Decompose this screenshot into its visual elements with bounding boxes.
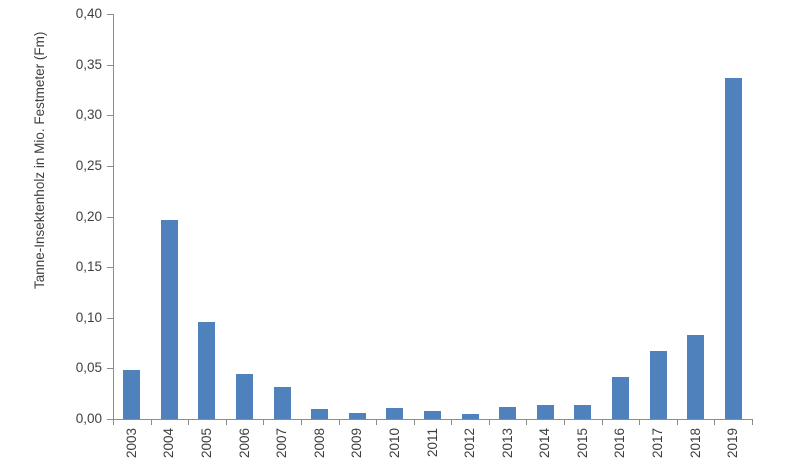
bar-2018 bbox=[687, 334, 705, 419]
y-tick-mark bbox=[107, 165, 114, 167]
x-tick-mark bbox=[752, 420, 753, 425]
y-tick-mark bbox=[107, 115, 114, 117]
x-tick-label: 2017 bbox=[650, 428, 666, 459]
bar-2013 bbox=[499, 406, 517, 419]
x-tick-mark bbox=[601, 420, 603, 425]
x-tick-label: 2010 bbox=[386, 428, 402, 459]
bar-2005 bbox=[198, 321, 216, 419]
y-tick-mark bbox=[107, 267, 114, 269]
x-tick-label: 2018 bbox=[687, 428, 703, 459]
x-tick-label: 2008 bbox=[311, 428, 327, 459]
x-tick-label: 2015 bbox=[574, 428, 590, 459]
x-tick-mark bbox=[263, 420, 265, 425]
x-tick-label: 2013 bbox=[499, 428, 515, 459]
y-tick-label: 0,05 bbox=[75, 360, 102, 376]
y-tick-label: 0,40 bbox=[75, 6, 102, 21]
x-tick-label: 2011 bbox=[424, 428, 440, 458]
x-tick-label: 2012 bbox=[462, 428, 478, 459]
y-axis-title: Tanne-Insektenholz in Mio. Festmeter (Fm… bbox=[32, 31, 47, 289]
y-tick-label: 0,00 bbox=[75, 411, 102, 426]
x-tick-mark bbox=[526, 420, 528, 425]
x-tick-label: 2007 bbox=[274, 428, 290, 459]
x-tick-label: 2004 bbox=[161, 428, 177, 459]
x-tick-mark bbox=[451, 420, 453, 425]
x-tick-label: 2019 bbox=[725, 428, 741, 459]
bar-2012 bbox=[461, 413, 479, 419]
y-tick-label: 0,15 bbox=[75, 259, 102, 275]
y-tick-label: 0,30 bbox=[75, 107, 102, 123]
x-tick-label: 2016 bbox=[612, 428, 628, 459]
x-tick-label: 2014 bbox=[537, 428, 553, 459]
x-tick-mark bbox=[300, 420, 302, 425]
bar-2019 bbox=[724, 77, 742, 419]
x-tick-label: 2005 bbox=[198, 428, 214, 459]
x-tick-mark bbox=[113, 420, 114, 425]
bar-2008 bbox=[311, 408, 329, 419]
x-tick-mark bbox=[413, 420, 415, 425]
bar-2004 bbox=[160, 219, 178, 419]
bar-2010 bbox=[386, 407, 404, 419]
y-tick-label: 0,35 bbox=[75, 56, 102, 72]
bar-2011 bbox=[424, 410, 441, 419]
x-tick-mark bbox=[639, 420, 641, 425]
y-tick-mark bbox=[107, 14, 114, 15]
y-tick-mark bbox=[107, 317, 114, 319]
x-tick-mark bbox=[225, 420, 227, 425]
x-tick-mark bbox=[488, 420, 490, 425]
bar-2014 bbox=[536, 404, 554, 419]
bar-2006 bbox=[236, 374, 254, 419]
x-tick-mark bbox=[188, 420, 190, 425]
y-tick-mark bbox=[107, 216, 114, 218]
bar-2007 bbox=[273, 386, 291, 419]
x-tick-mark bbox=[376, 420, 378, 425]
y-tick-mark bbox=[107, 368, 114, 370]
y-tick-label: 0,25 bbox=[75, 157, 102, 173]
x-tick-label: 2006 bbox=[236, 428, 252, 459]
x-tick-mark bbox=[676, 420, 678, 425]
x-tick-mark bbox=[338, 420, 340, 425]
x-tick-mark bbox=[564, 420, 566, 425]
x-tick-label: 2009 bbox=[349, 428, 365, 459]
bar-2016 bbox=[611, 377, 629, 419]
y-tick-label: 0,20 bbox=[75, 208, 102, 224]
bar-2009 bbox=[348, 412, 366, 419]
bar-2003 bbox=[123, 370, 141, 419]
x-tick-mark bbox=[150, 420, 152, 425]
x-tick-mark bbox=[714, 420, 716, 425]
y-tick-mark bbox=[107, 419, 114, 420]
y-tick-label: 0,10 bbox=[75, 309, 102, 325]
y-tick-mark bbox=[107, 64, 114, 66]
bar-2017 bbox=[649, 351, 667, 419]
x-axis-line bbox=[107, 419, 753, 420]
bar-2015 bbox=[574, 404, 592, 419]
x-tick-label: 2003 bbox=[123, 428, 139, 459]
